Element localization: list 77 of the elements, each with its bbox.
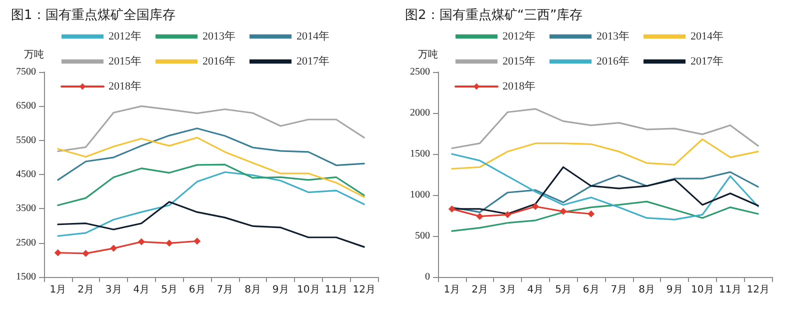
x-tick-label: 9月 xyxy=(272,284,289,296)
x-tick-label: 11月 xyxy=(324,284,348,296)
point xyxy=(476,212,484,220)
x-tick-label: 7月 xyxy=(610,284,628,296)
legend-label: 2015年 xyxy=(502,56,536,68)
x-tick-label: 8月 xyxy=(638,284,655,296)
x-tick-label: 2月 xyxy=(78,284,94,296)
x-tick-label: 3月 xyxy=(105,284,122,296)
legend-label: 2016年 xyxy=(596,56,630,68)
legend-label: 2015年 xyxy=(108,56,142,68)
point xyxy=(532,202,539,210)
y-tick-label: 5500 xyxy=(16,134,36,146)
chart-title: 图2：国有重点煤矿“三西”库存 xyxy=(405,8,583,23)
legend-label: 2017年 xyxy=(296,56,330,68)
x-tick-label: 5月 xyxy=(555,284,572,296)
x-tick-label: 7月 xyxy=(216,284,234,296)
legend-label: 2013年 xyxy=(202,30,236,42)
x-tick-label: 1月 xyxy=(444,284,460,296)
line-series xyxy=(57,105,365,152)
x-tick-label: 6月 xyxy=(582,284,600,296)
point xyxy=(504,211,512,218)
legend-label: 2017年 xyxy=(690,56,724,68)
line-series xyxy=(451,200,759,232)
line-series xyxy=(57,201,365,248)
y-tick-label: 0 xyxy=(425,272,430,282)
line-series xyxy=(57,171,365,237)
x-tick-label: 9月 xyxy=(666,284,683,296)
chart-title: 图1：国有重点煤矿全国库存 xyxy=(11,8,176,23)
x-tick-label: 12月 xyxy=(746,284,770,296)
x-tick-label: 4月 xyxy=(133,284,150,296)
x-tick-label: 4月 xyxy=(527,284,544,296)
legend-label: 2018年 xyxy=(502,80,536,92)
x-tick-label: 10月 xyxy=(691,284,714,296)
y-tick-label: 1000 xyxy=(410,190,430,200)
legend-label: 2014年 xyxy=(690,30,724,42)
legend-label: 2018年 xyxy=(108,80,142,92)
y-tick-label: 2500 xyxy=(410,66,430,78)
y-axis-title: 万吨 xyxy=(24,48,44,60)
line-series xyxy=(57,136,365,198)
legend-label: 2012年 xyxy=(108,30,142,42)
x-tick-label: 12月 xyxy=(352,284,376,296)
legend-label: 2013年 xyxy=(596,30,630,42)
point xyxy=(138,238,145,246)
x-tick-label: 10月 xyxy=(297,284,320,296)
point xyxy=(110,244,118,252)
y-tick-label: 3500 xyxy=(16,203,36,214)
point xyxy=(588,210,595,218)
x-tick-label: 1月 xyxy=(50,284,66,296)
x-tick-label: 8月 xyxy=(244,284,261,296)
x-tick-label: 11月 xyxy=(718,284,742,296)
y-tick-label: 500 xyxy=(415,230,430,242)
point xyxy=(448,205,456,212)
x-tick-label: 2月 xyxy=(472,284,488,296)
legend-label: 2012年 xyxy=(502,30,536,42)
y-tick-label: 1500 xyxy=(410,148,430,160)
line-series xyxy=(451,138,759,170)
point xyxy=(54,249,62,256)
point xyxy=(560,208,567,215)
y-tick-label: 2000 xyxy=(410,108,430,118)
point xyxy=(194,238,201,245)
line-series xyxy=(451,108,759,150)
y-tick-label: 1500 xyxy=(16,272,36,282)
legend-label: 2014年 xyxy=(296,30,330,42)
y-tick-label: 2500 xyxy=(16,237,36,248)
x-tick-label: 3月 xyxy=(499,284,516,296)
line-series xyxy=(451,153,759,220)
y-tick-label: 7500 xyxy=(16,66,36,78)
line-series xyxy=(57,128,365,181)
x-tick-label: 5月 xyxy=(161,284,178,296)
point xyxy=(82,250,90,257)
legend-label: 2016年 xyxy=(202,56,236,68)
x-tick-label: 6月 xyxy=(188,284,206,296)
y-axis-title: 万吨 xyxy=(418,48,438,60)
y-tick-label: 6500 xyxy=(16,100,36,112)
point xyxy=(166,240,173,247)
y-tick-label: 4500 xyxy=(16,169,36,180)
line-series xyxy=(57,164,365,206)
